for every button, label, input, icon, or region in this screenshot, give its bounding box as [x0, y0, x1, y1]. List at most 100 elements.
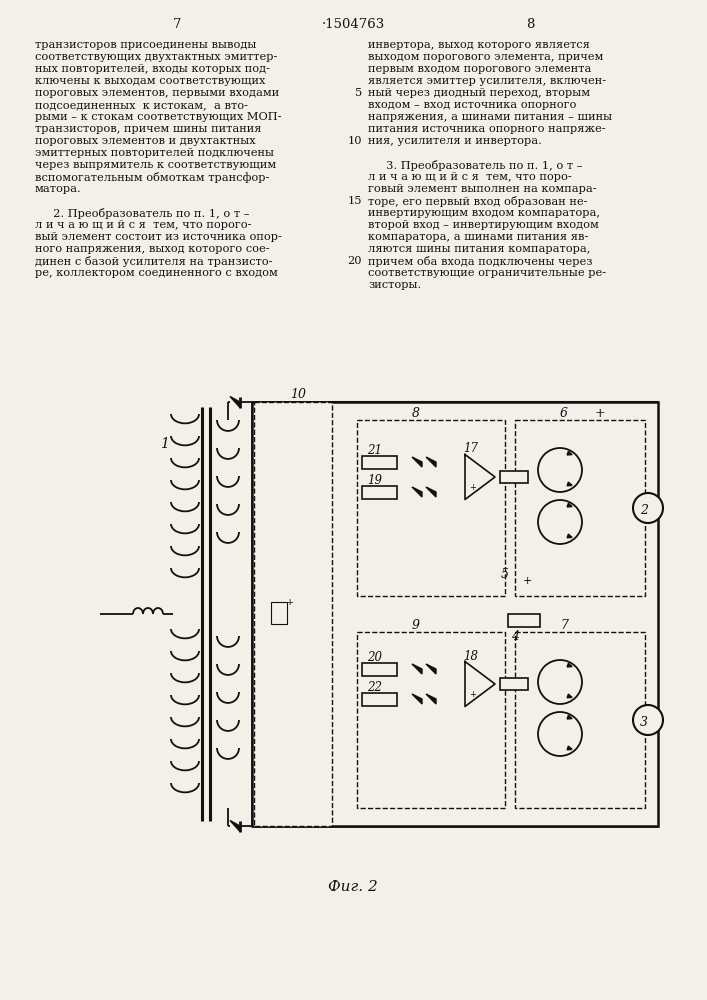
Text: 17: 17 [463, 442, 478, 456]
Text: +: + [469, 483, 476, 492]
Polygon shape [412, 487, 422, 497]
Circle shape [538, 712, 582, 756]
Text: 5: 5 [355, 88, 362, 98]
Text: 22: 22 [367, 681, 382, 694]
Polygon shape [426, 457, 436, 467]
Text: напряжения, а шинами питания – шины: напряжения, а шинами питания – шины [368, 112, 612, 122]
Text: ный через диодный переход, вторым: ный через диодный переход, вторым [368, 88, 590, 98]
Text: транзисторов, причем шины питания: транзисторов, причем шины питания [35, 124, 262, 134]
Circle shape [538, 448, 582, 492]
Text: 8: 8 [526, 18, 534, 31]
Polygon shape [230, 396, 240, 408]
Bar [271, 602, 287, 624]
Text: +: + [469, 690, 476, 699]
Text: первым входом порогового элемента: первым входом порогового элемента [368, 64, 591, 74]
Text: 20: 20 [348, 256, 362, 266]
Text: ния, усилителя и инвертора.: ния, усилителя и инвертора. [368, 136, 542, 146]
Text: причем оба входа подключены через: причем оба входа подключены через [368, 256, 592, 267]
Text: вспомогательным обмоткам трансфор-: вспомогательным обмоткам трансфор- [35, 172, 269, 183]
Polygon shape [567, 451, 572, 455]
Text: Фиг. 2: Фиг. 2 [328, 880, 378, 894]
Text: 6: 6 [560, 407, 568, 420]
Text: 10: 10 [290, 388, 306, 401]
Text: 8: 8 [412, 407, 420, 420]
Text: говый элемент выполнен на компара-: говый элемент выполнен на компара- [368, 184, 597, 194]
Text: 15: 15 [348, 196, 362, 206]
Text: соответствующих двухтактных эмиттер-: соответствующих двухтактных эмиттер- [35, 52, 277, 62]
Text: матора.: матора. [35, 184, 82, 194]
Text: 3: 3 [640, 716, 648, 730]
Text: компаратора, а шинами питания яв-: компаратора, а шинами питания яв- [368, 232, 588, 242]
Text: динен с базой усилителя на транзисто-: динен с базой усилителя на транзисто- [35, 256, 272, 267]
Bar [362, 456, 397, 469]
Bar [500, 471, 528, 483]
Text: 5: 5 [501, 568, 509, 581]
Polygon shape [567, 503, 572, 507]
Text: ных повторителей, входы которых под-: ных повторителей, входы которых под- [35, 64, 270, 74]
Polygon shape [412, 457, 422, 467]
Circle shape [538, 500, 582, 544]
Text: зисторы.: зисторы. [368, 280, 421, 290]
Text: эмиттерных повторителей подключены: эмиттерных повторителей подключены [35, 148, 274, 158]
Text: выходом порогового элемента, причем: выходом порогового элемента, причем [368, 52, 603, 62]
Polygon shape [426, 487, 436, 497]
Polygon shape [412, 664, 422, 674]
Bar [254, 402, 332, 826]
Text: л и ч а ю щ и й с я  тем, что порого-: л и ч а ю щ и й с я тем, что порого- [35, 220, 252, 230]
Text: ·1504763: ·1504763 [322, 18, 385, 31]
Text: 2: 2 [640, 504, 648, 518]
Text: 19: 19 [367, 474, 382, 487]
Polygon shape [230, 820, 240, 832]
Polygon shape [567, 663, 572, 667]
Bar [357, 420, 505, 596]
Text: ключены к выходам соответствующих: ключены к выходам соответствующих [35, 76, 265, 86]
Text: 4: 4 [511, 630, 519, 643]
Polygon shape [465, 662, 495, 706]
Polygon shape [465, 454, 495, 499]
Bar [515, 632, 645, 808]
Text: пороговых элементов, первыми входами: пороговых элементов, первыми входами [35, 88, 279, 98]
Text: торе, его первый вход образован не-: торе, его первый вход образован не- [368, 196, 588, 207]
Text: пороговых элементов и двухтактных: пороговых элементов и двухтактных [35, 136, 256, 146]
Text: 18: 18 [463, 650, 478, 662]
Text: инвертирующим входом компаратора,: инвертирующим входом компаратора, [368, 208, 600, 218]
Polygon shape [426, 664, 436, 674]
Text: питания источника опорного напряже-: питания источника опорного напряже- [368, 124, 606, 134]
Text: соответствующие ограничительные ре-: соответствующие ограничительные ре- [368, 268, 606, 278]
Polygon shape [426, 694, 436, 704]
Text: л и ч а ю щ и й с я  тем, что поро-: л и ч а ю щ и й с я тем, что поро- [368, 172, 572, 182]
Text: ре, коллектором соединенного с входом: ре, коллектором соединенного с входом [35, 268, 278, 278]
Text: является эмиттер усилителя, включен-: является эмиттер усилителя, включен- [368, 76, 606, 86]
Polygon shape [567, 715, 572, 719]
Polygon shape [567, 694, 572, 698]
Bar [252, 402, 658, 826]
Text: 7: 7 [173, 18, 181, 31]
Text: 21: 21 [367, 444, 382, 457]
Bar [508, 614, 540, 627]
Text: инвертора, выход которого является: инвертора, выход которого является [368, 40, 590, 50]
Text: транзисторов присоединены выводы: транзисторов присоединены выводы [35, 40, 257, 50]
Circle shape [633, 705, 663, 735]
Text: 9: 9 [412, 619, 420, 632]
Text: 10: 10 [348, 136, 362, 146]
Circle shape [633, 493, 663, 523]
Text: подсоединенных  к истокам,  а вто-: подсоединенных к истокам, а вто- [35, 100, 248, 110]
Text: входом – вход источника опорного: входом – вход источника опорного [368, 100, 576, 110]
Bar [500, 678, 528, 690]
Bar [362, 693, 397, 706]
Text: +: + [286, 598, 294, 607]
Bar [362, 663, 397, 676]
Text: 20: 20 [367, 651, 382, 664]
Text: через выпрямитель к соответствующим: через выпрямитель к соответствующим [35, 160, 276, 170]
Text: рыми – к стокам соответствующих МОП-: рыми – к стокам соответствующих МОП- [35, 112, 281, 122]
Bar [515, 420, 645, 596]
Text: +: + [523, 576, 532, 586]
Polygon shape [567, 482, 572, 486]
Polygon shape [567, 746, 572, 750]
Bar [362, 486, 397, 499]
Polygon shape [567, 534, 572, 538]
Text: вый элемент состоит из источника опор-: вый элемент состоит из источника опор- [35, 232, 282, 242]
Text: ляются шины питания компаратора,: ляются шины питания компаратора, [368, 244, 590, 254]
Text: 2. Преобразователь по п. 1, о т –: 2. Преобразователь по п. 1, о т – [35, 208, 250, 219]
Text: 3. Преобразователь по п. 1, о т –: 3. Преобразователь по п. 1, о т – [368, 160, 583, 171]
